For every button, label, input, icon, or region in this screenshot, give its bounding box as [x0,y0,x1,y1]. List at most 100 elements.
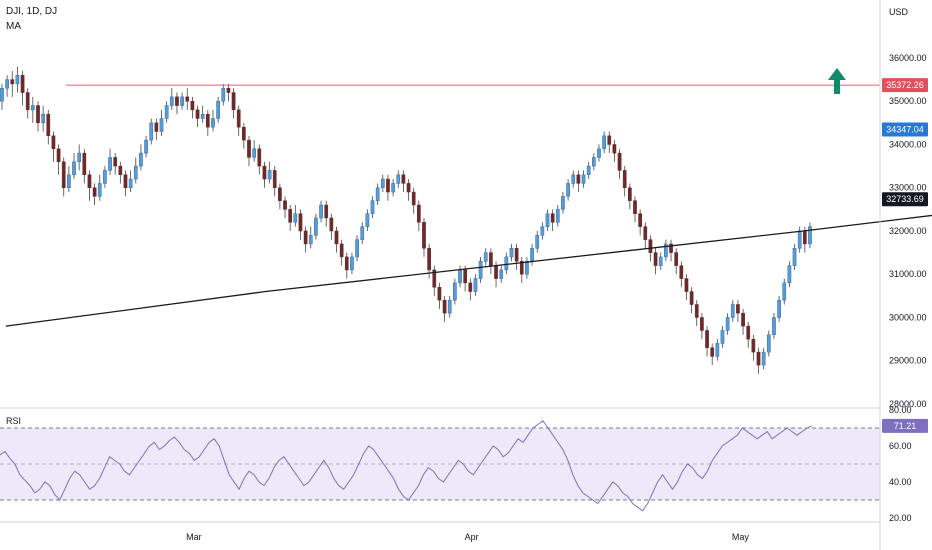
candle-body [380,178,385,188]
candle-body [463,269,468,284]
candle [221,83,226,106]
candle-body [350,256,354,271]
candle-body [494,265,498,279]
candle-body [360,226,365,240]
candle-body [190,100,195,111]
candle-body [514,248,519,262]
candle [622,166,627,197]
candle [164,101,169,123]
candle-body [133,165,138,180]
candle-body [180,96,184,106]
candle-body [123,174,128,188]
candle-body [581,174,586,184]
candle [628,183,632,210]
candle [15,66,20,93]
candle [741,308,745,335]
candle-body [689,291,694,305]
candle [87,170,92,201]
candle [391,179,395,197]
candle-body [10,79,15,85]
candle-body [535,235,540,249]
candle-body [82,152,87,175]
candle [144,135,148,158]
candle-body [422,222,426,249]
candle-body [540,226,545,236]
candle [36,101,40,132]
candle-body [205,113,210,128]
candle-body [483,252,488,262]
candle [422,218,426,257]
candle [324,200,329,227]
candle [123,170,128,197]
candle-body [736,304,740,314]
candle-body [473,278,478,292]
candle-body [468,282,473,292]
candle [231,88,236,119]
candle [581,170,586,188]
candle [272,166,277,197]
candle-body [56,148,61,163]
candle [56,144,61,175]
candle [406,179,411,201]
candle-body [710,347,715,357]
candle-body [777,299,781,318]
rsi-band [0,428,880,500]
candle-body [489,252,493,266]
candle-body [416,204,421,223]
candle-body [447,299,452,314]
candle [437,282,442,309]
candle-body [746,325,751,340]
candle [288,205,293,231]
candle-body [128,178,133,188]
candle-body [782,282,787,301]
candle-body [751,338,756,353]
moving-average-line [5,214,932,327]
candle-body [226,87,231,93]
candle-body [792,248,797,266]
candle [607,131,612,154]
candle [453,278,457,305]
candle-body [267,170,272,180]
candle [149,118,154,145]
candle [545,209,550,231]
candle [82,148,87,184]
candle-body [725,317,730,331]
candle-body [242,126,246,141]
candle [380,174,385,193]
candle-body [0,87,4,102]
candle [489,248,493,275]
candle-body [236,109,241,128]
candle [761,347,766,370]
candle [267,161,272,184]
candle [72,153,76,180]
candle-body [674,252,679,266]
candle [509,243,514,262]
candle-body [97,183,102,197]
candle [514,243,519,270]
rsi-tick-label: 20.00 [889,513,912,523]
candle-body [108,157,112,171]
candle-body [41,113,45,124]
candle-body [211,118,215,128]
candle [797,226,802,253]
candle [360,222,365,244]
candle-body [478,261,483,279]
price-tag: 35372.26 [882,78,928,93]
candle [653,248,658,275]
candle-body [797,230,802,249]
candle [705,326,709,357]
candle [782,278,787,305]
candle [51,131,56,162]
candle [175,92,179,115]
candle [736,300,740,322]
candle [97,174,102,201]
month-tick-label: Apr [465,532,479,542]
candle [344,252,349,279]
candle [190,96,195,119]
candle [730,300,735,322]
candle [185,88,190,110]
candle [350,252,354,275]
candle-body [504,256,509,271]
candle-body [628,187,632,201]
